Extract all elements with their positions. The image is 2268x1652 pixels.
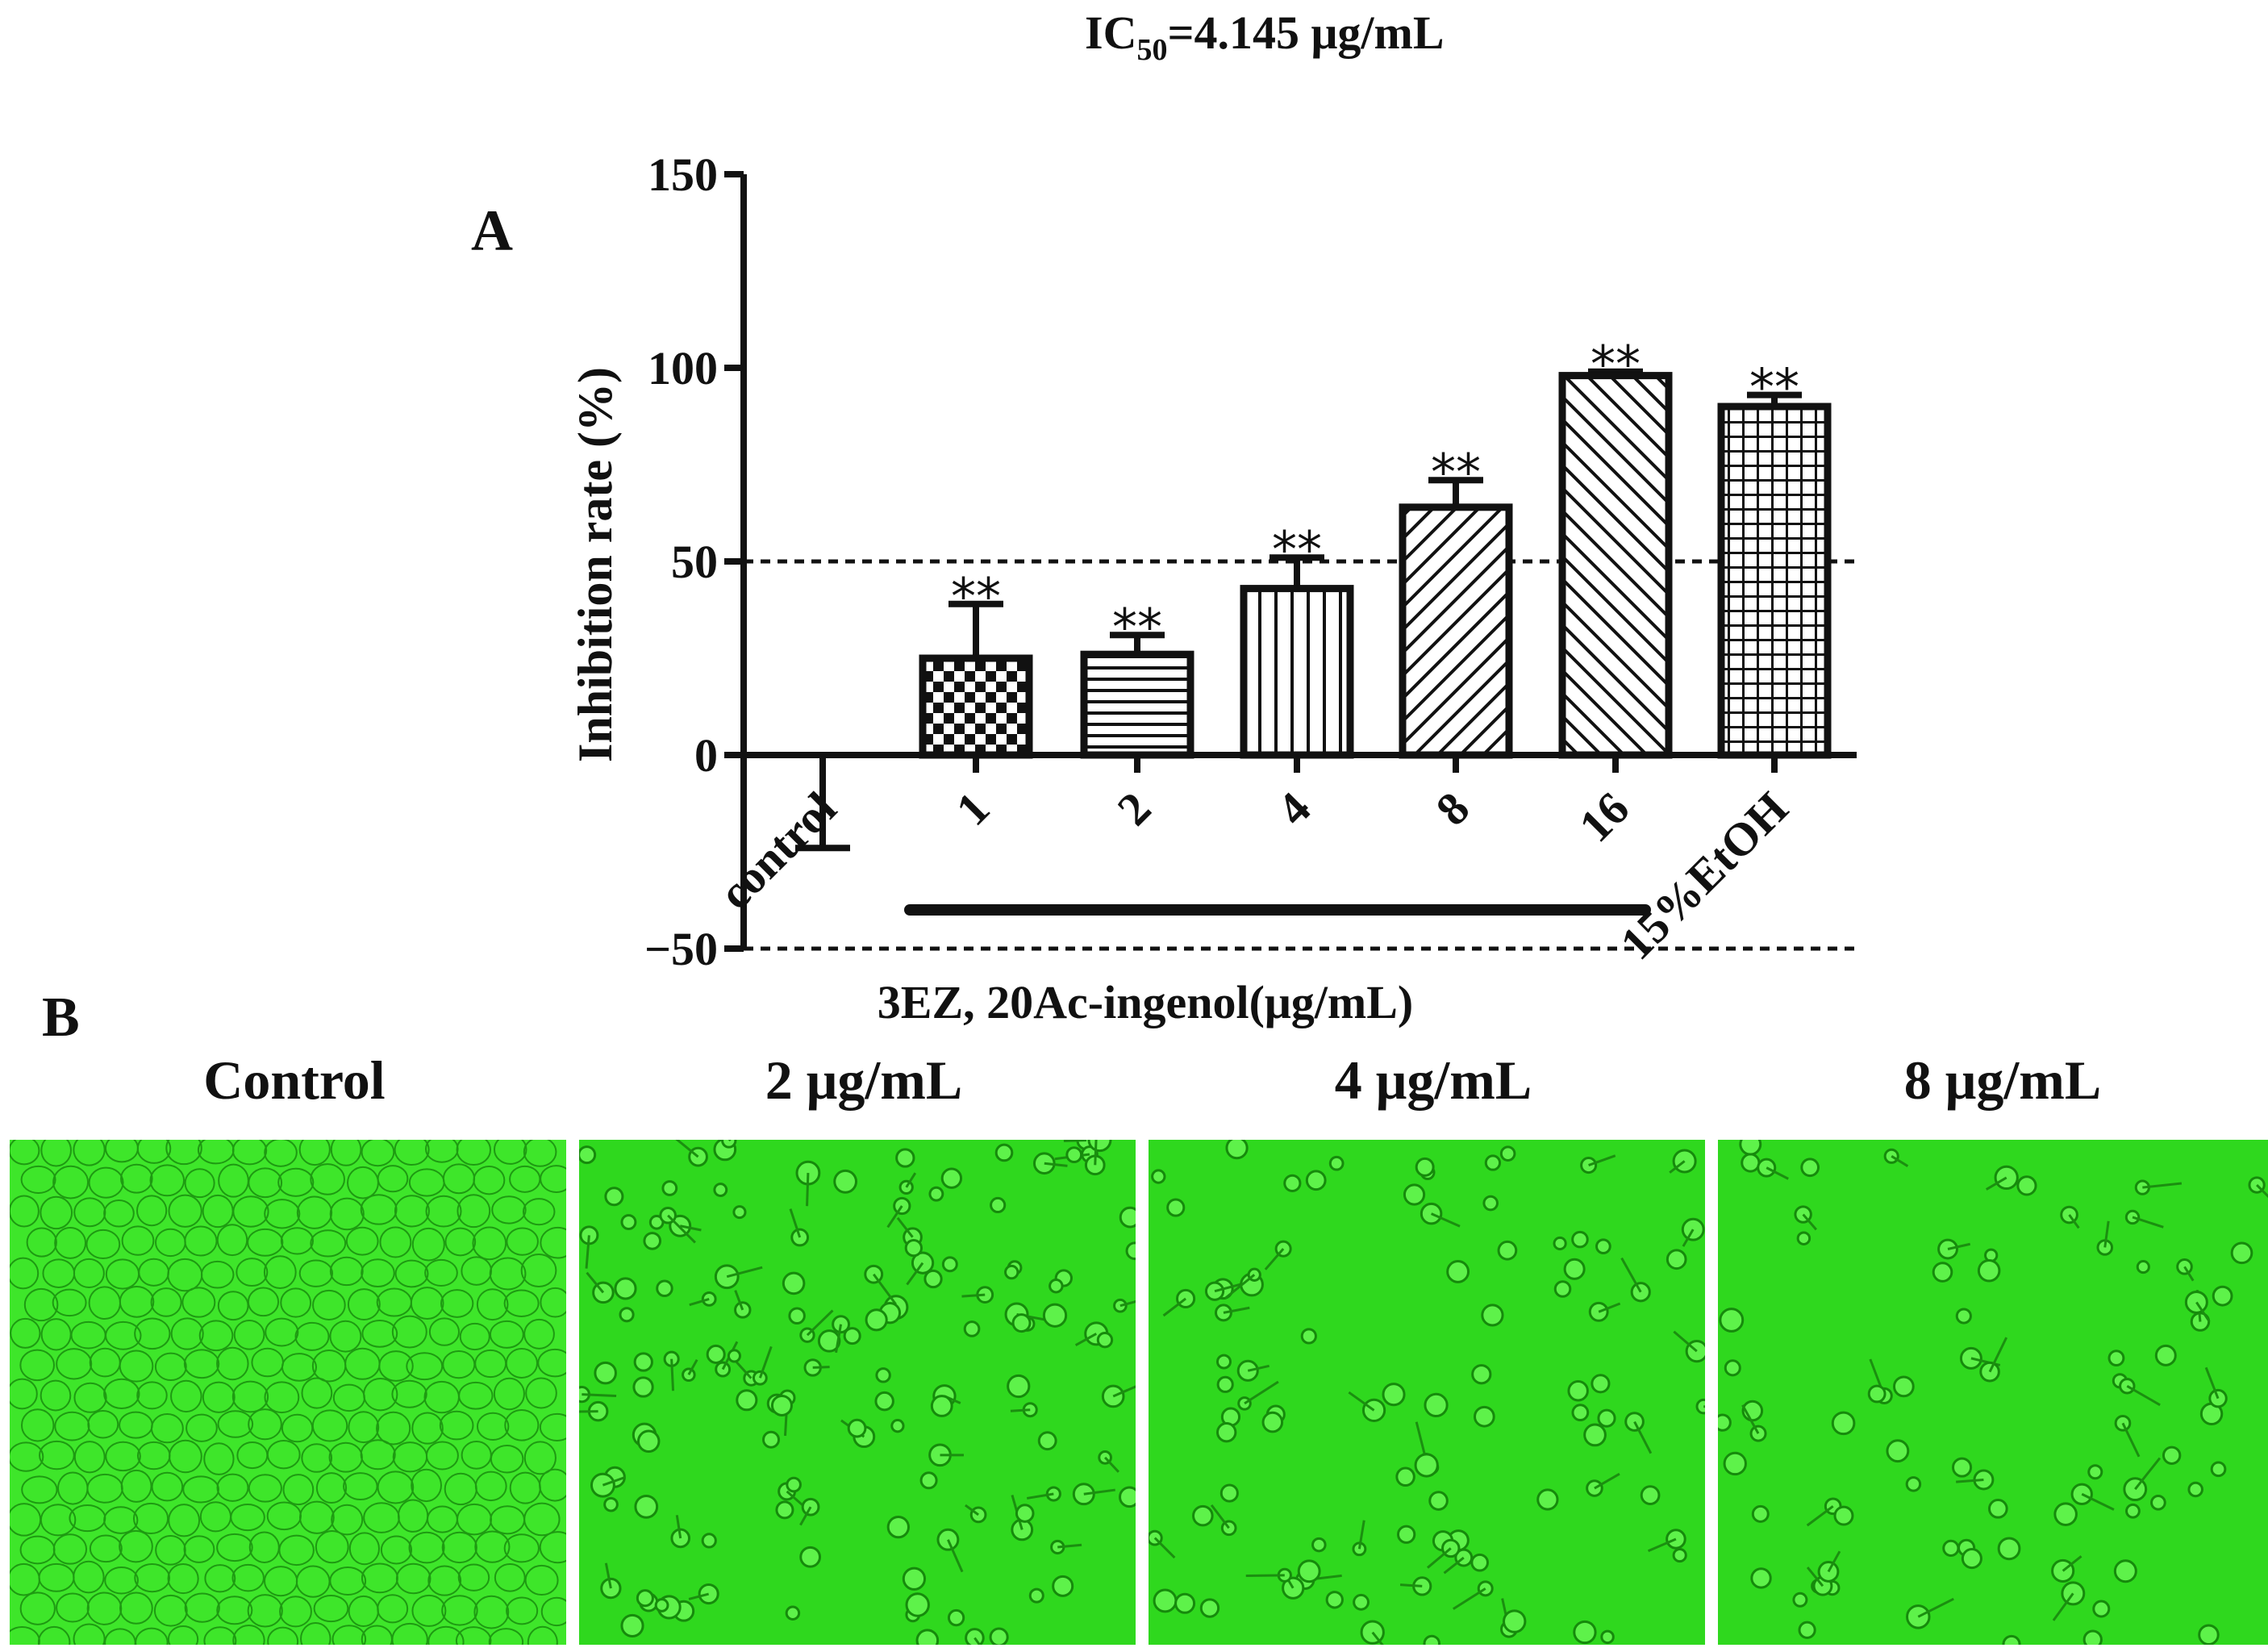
- chart-title: IC50=4.145 μg/mL: [1085, 6, 1445, 67]
- bar-15%EtOH: [1717, 403, 1832, 759]
- bar-2: [1080, 650, 1194, 759]
- bar-16: [1558, 372, 1673, 759]
- y-tick-label: 150: [648, 148, 718, 201]
- significance-marker: **: [1749, 358, 1799, 417]
- y-tick-label: 100: [648, 342, 718, 394]
- bar-8: [1399, 503, 1513, 759]
- bar-1: [919, 654, 1033, 759]
- significance-marker: **: [1112, 598, 1162, 657]
- y-axis-label: Inhibition rate (%): [569, 367, 622, 762]
- panel-title-2ug: 2 μg/mL: [765, 1049, 963, 1111]
- micrograph-control: [10, 1140, 566, 1645]
- panel-title-control: Control: [203, 1049, 386, 1111]
- y-tick-label: 50: [671, 536, 718, 588]
- x-tick-label: 4: [1267, 782, 1320, 835]
- x-tick-label: 16: [1569, 782, 1639, 852]
- micrograph-4ug: [1149, 1140, 1705, 1645]
- bar-4: [1240, 585, 1354, 759]
- bar-chart: IC50=4.145 μg/mL A Inhibition rate (%) −…: [471, 6, 1857, 1028]
- panel-label-b: B: [42, 987, 80, 1049]
- significance-marker: **: [1431, 443, 1481, 502]
- x-tick-label: 2: [1107, 782, 1161, 835]
- x-axis-label: 3EZ, 20Ac-ingenol(μg/mL): [878, 976, 1413, 1028]
- bars: ** ** ** ** ** **: [795, 335, 1832, 852]
- panel-title-4ug: 4 μg/mL: [1334, 1049, 1532, 1111]
- significance-marker: **: [951, 567, 1001, 626]
- micrograph-2ug: [579, 1140, 1136, 1645]
- y-tick-label: −50: [644, 923, 718, 975]
- x-tick-label: 15%EtOH: [1610, 782, 1798, 970]
- x-tick-label: 8: [1426, 782, 1479, 835]
- panel-title-8ug: 8 μg/mL: [1903, 1049, 2102, 1111]
- significance-marker: **: [1591, 335, 1641, 394]
- y-axis: −50 0 50 100 150: [644, 148, 747, 975]
- y-tick-label: 0: [694, 729, 718, 782]
- significance-marker: **: [1272, 520, 1322, 579]
- x-tick-label: 1: [946, 782, 999, 835]
- micrograph-8ug: [1718, 1140, 2268, 1645]
- panel-label-a: A: [471, 198, 513, 263]
